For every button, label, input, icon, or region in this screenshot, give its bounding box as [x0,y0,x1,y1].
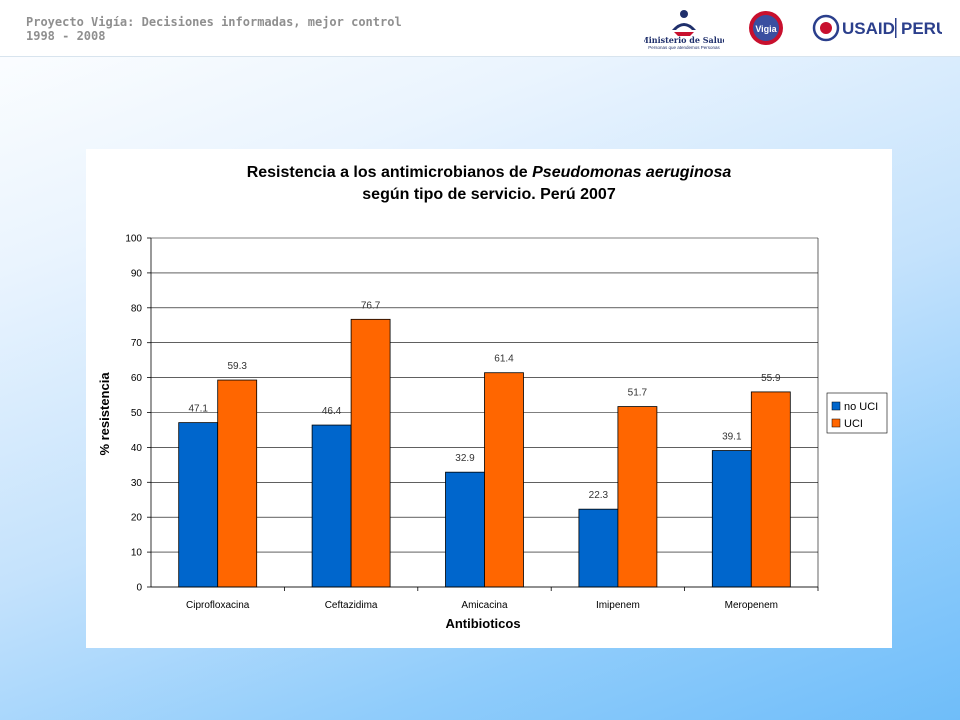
chart-title-part1: Resistencia a los antimicrobianos de [246,164,533,181]
x-tick-label: Ceftazidima [325,600,378,611]
y-axis-title: % resistencia [97,372,112,456]
data-label: 61.4 [494,354,514,365]
chart-title: Resistencia a los antimicrobianos de Pse… [86,162,892,206]
data-label: 22.3 [589,490,609,501]
peru-logo-text: PERU [901,19,942,38]
value-labels: 47.1 59.3 46.4 76.7 32.9 61.4 22.3 51.7 39.1 55.9 [188,300,781,501]
y-tick-label: 10 [131,548,143,559]
legend-swatch [831,401,841,411]
y-tick-label: 50 [131,408,143,419]
bar-uci [750,391,791,588]
chart-title-organism: Pseudomonas aeruginosa [532,164,732,181]
data-label: 39.1 [722,432,742,443]
bar-no-uci [578,508,619,588]
legend: no UCI UCI [826,392,888,434]
data-label: 47.1 [188,404,208,415]
bar-uci [350,318,391,588]
y-tick-label: 30 [131,478,143,489]
data-label: 76.7 [361,300,381,311]
bars [178,318,791,588]
bar-uci [617,406,658,588]
project-title: Proyecto Vigía: Decisiones informadas, m… [26,15,402,43]
legend-label: no UCI [844,401,878,413]
data-label: 51.7 [628,388,648,399]
bar-chart: 47.1 59.3 46.4 76.7 32.9 61.4 22.3 51.7 39.1 55.9… [97,234,888,631]
x-tick-label: Imipenem [596,600,640,611]
slide-header: Proyecto Vigía: Decisiones informadas, m… [0,0,960,57]
chart-panel: Resistencia a los antimicrobianos de Pse… [86,149,892,648]
minsa-logo-text: Ministerio de Salud [644,35,724,45]
bar-uci [484,372,524,588]
x-tick-label: Meropenem [725,600,778,611]
minsa-logo-tagline: Personas que atendemos Personas [648,45,720,50]
bar-no-uci [711,450,752,588]
project-title-line1: Proyecto Vigía: Decisiones informadas, m… [26,15,402,29]
vigia-logo-text: Vigia [755,24,777,34]
y-tick-label: 0 [136,583,142,594]
ministerio-de-salud-logo: Ministerio de Salud Personas que atendem… [644,10,724,50]
y-tick-label: 70 [131,338,143,349]
project-title-line2: 1998 - 2008 [26,29,106,43]
chart-title-line2: según tipo de servicio. Perú 2007 [362,186,616,203]
data-label: 32.9 [455,453,475,464]
bar-no-uci [445,471,485,588]
y-tick-label: 20 [131,513,143,524]
data-label: 46.4 [322,406,342,417]
legend-label: UCI [844,418,863,430]
data-label: 59.3 [227,361,247,372]
usaid-peru-logo: USAID PERU [812,14,942,42]
y-tick-label: 40 [131,443,143,454]
data-label: 55.9 [761,373,781,384]
x-axis-title: Antibioticos [445,616,520,631]
legend-swatch [831,418,841,428]
x-tick-label: Amicacina [461,600,508,611]
bar-uci [217,379,258,588]
chart-title-line1: Resistencia a los antimicrobianos de Pse… [86,162,892,184]
bar-no-uci [311,424,352,588]
vigia-logo: Vigia [749,11,783,45]
x-tick-label: Ciprofloxacina [186,600,250,611]
y-tick-label: 90 [131,268,143,279]
y-tick-label: 100 [125,234,142,245]
y-tick-label: 60 [131,373,143,384]
axes: 0 10 20 30 40 50 60 70 80 90 100 Ciprofloxacina Ceft… [125,234,819,611]
bar-no-uci [178,422,219,588]
usaid-logo-text: USAID [842,19,895,38]
y-tick-label: 80 [131,303,143,314]
